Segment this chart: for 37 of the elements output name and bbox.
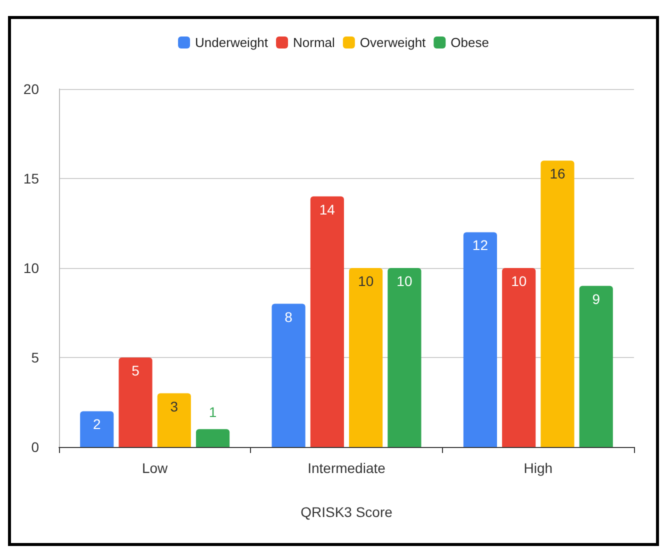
- bar: [157, 393, 191, 447]
- y-tick-label: 0: [31, 439, 40, 455]
- data-label: 1: [208, 404, 217, 420]
- bar: [196, 429, 230, 447]
- data-label: 2: [92, 416, 101, 432]
- bar: [502, 268, 536, 447]
- legend-label: Overweight: [360, 35, 426, 50]
- x-axis-title: QRISK3 Score: [300, 504, 393, 520]
- legend-label: Normal: [293, 35, 336, 50]
- bar: [388, 268, 422, 447]
- legend-label: Obese: [450, 35, 489, 50]
- y-tick-label: 10: [23, 260, 40, 276]
- data-label: 3: [170, 398, 178, 414]
- bar: [349, 268, 383, 447]
- bar: [118, 358, 152, 447]
- bar: [463, 232, 498, 447]
- bar: [310, 196, 344, 447]
- bar: [80, 411, 114, 447]
- x-tick-label: Low: [142, 460, 169, 476]
- data-label: 10: [396, 273, 412, 289]
- y-tick-label: 5: [31, 350, 40, 366]
- data-label: 14: [319, 201, 336, 218]
- x-tick-label: Intermediate: [308, 460, 386, 476]
- bar: [579, 286, 613, 447]
- legend-label: Underweight: [195, 35, 268, 50]
- y-tick-label: 15: [23, 170, 40, 186]
- data-label: 12: [472, 237, 488, 254]
- data-label: 9: [592, 290, 600, 307]
- data-label: 10: [511, 273, 527, 289]
- data-label: 10: [358, 273, 374, 289]
- data-label: 8: [284, 308, 293, 325]
- bar: [540, 160, 574, 447]
- data-label: 16: [550, 166, 566, 182]
- x-tick-label: High: [524, 460, 553, 476]
- bar: [272, 304, 306, 447]
- y-tick-label: 20: [23, 81, 40, 97]
- data-label: 5: [132, 362, 140, 378]
